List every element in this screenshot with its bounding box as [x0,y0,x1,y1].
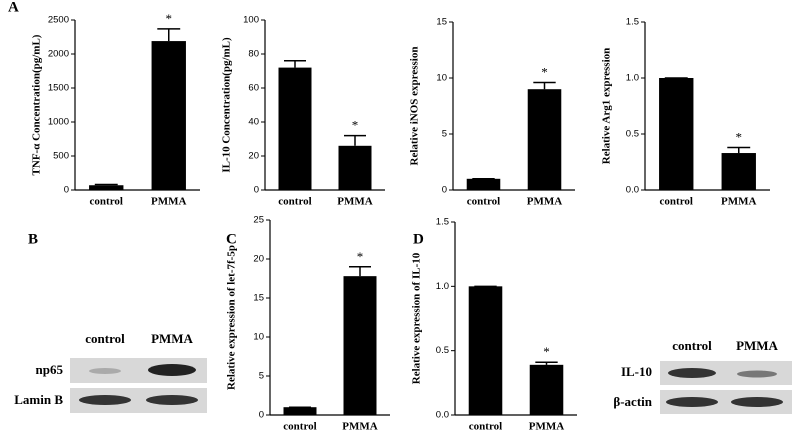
error-bar [284,60,306,68]
row-label: IL-10 [621,364,652,379]
bar [527,89,562,190]
y-tick-label: 5 [442,129,447,140]
band [731,397,783,407]
y-axis-label: Relative expression of IL-10 [411,252,423,384]
y-tick-label: 10 [253,332,264,343]
y-tick-label: 20 [253,254,264,265]
x-tick-label: control [90,196,123,208]
bar [529,364,564,415]
x-tick-label: PMMA [721,196,756,208]
y-tick-label: 15 [436,17,447,28]
y-axis-label: Relative Arg1 expression [601,48,613,165]
x-tick-label: PMMA [527,196,562,208]
band [668,368,716,378]
significance: * [166,11,173,26]
bar [466,178,501,190]
panel-label: D [413,231,424,247]
y-tick-label: 80 [248,49,259,60]
bar [343,276,377,415]
lane-label: control [672,338,712,353]
bar [468,286,503,415]
bar [338,145,372,190]
error-bar [533,81,556,90]
x-tick-label: PMMA [529,421,564,433]
x-tick-label: PMMA [151,196,186,208]
band [89,368,121,374]
x-tick-label: control [283,421,316,433]
y-tick-label: 0 [64,185,69,196]
error-bar [157,28,181,42]
x-tick-label: control [660,196,693,208]
panel-label: B [28,231,38,247]
y-tick-label: 0.0 [436,410,449,421]
band [79,395,131,405]
lane-label: PMMA [736,338,778,353]
y-tick-label: 15 [253,293,264,304]
error-bar [344,134,366,146]
band [666,397,718,407]
x-tick-label: PMMA [342,421,377,433]
y-tick-label: 1000 [48,117,69,128]
error-bar [727,146,751,154]
y-tick-label: 0 [442,185,447,196]
y-tick-label: 25 [253,215,264,226]
bar [283,407,317,415]
row-label: β-actin [613,394,652,409]
y-axis-label: TNF-α Concentration(pg/mL) [31,34,43,175]
bar [151,41,186,190]
y-axis-label: IL-10 Concentration(pg/mL) [221,37,233,173]
y-tick-label: 1500 [48,83,69,94]
bar [278,67,312,190]
y-tick-label: 0.5 [626,129,639,140]
panel-label: C [226,231,237,247]
y-tick-label: 0 [259,410,264,421]
bar [721,153,756,190]
y-tick-label: 1.0 [626,73,639,84]
y-tick-label: 1.0 [436,281,449,292]
significance: * [357,249,364,264]
y-tick-label: 40 [248,117,259,128]
x-tick-label: PMMA [337,196,372,208]
band [146,395,198,405]
band [148,364,196,376]
significance: * [736,129,743,144]
lane-label: control [85,331,125,346]
row-label: Lamin B [14,392,63,407]
error-bar [94,183,118,186]
y-tick-label: 0.5 [436,345,449,356]
y-axis-label: Relative expression of let-7f-5p [226,245,238,390]
y-tick-label: 100 [243,15,259,26]
significance: * [543,344,550,359]
y-tick-label: 5 [259,371,264,382]
significance: * [541,64,548,79]
band [737,370,777,378]
y-tick-label: 2000 [48,49,69,60]
bar [659,78,694,190]
row-label: np65 [36,362,64,377]
y-tick-label: 1.5 [626,17,639,28]
y-axis-label: Relative iNOS expression [409,47,421,166]
y-tick-label: 500 [53,151,69,162]
error-bar [535,361,558,365]
panel-label: A [8,0,19,15]
x-tick-label: control [278,196,311,208]
y-tick-label: 20 [248,151,259,162]
y-tick-label: 0 [254,185,259,196]
significance: * [352,118,359,133]
y-tick-label: 0.0 [626,185,639,196]
bar [89,185,124,190]
x-tick-label: control [469,421,502,433]
y-tick-label: 2500 [48,15,69,26]
y-tick-label: 10 [436,73,447,84]
y-tick-label: 1.5 [436,217,449,228]
lane-label: PMMA [151,331,193,346]
x-tick-label: control [467,196,500,208]
error-bar [349,266,371,277]
y-tick-label: 60 [248,83,259,94]
